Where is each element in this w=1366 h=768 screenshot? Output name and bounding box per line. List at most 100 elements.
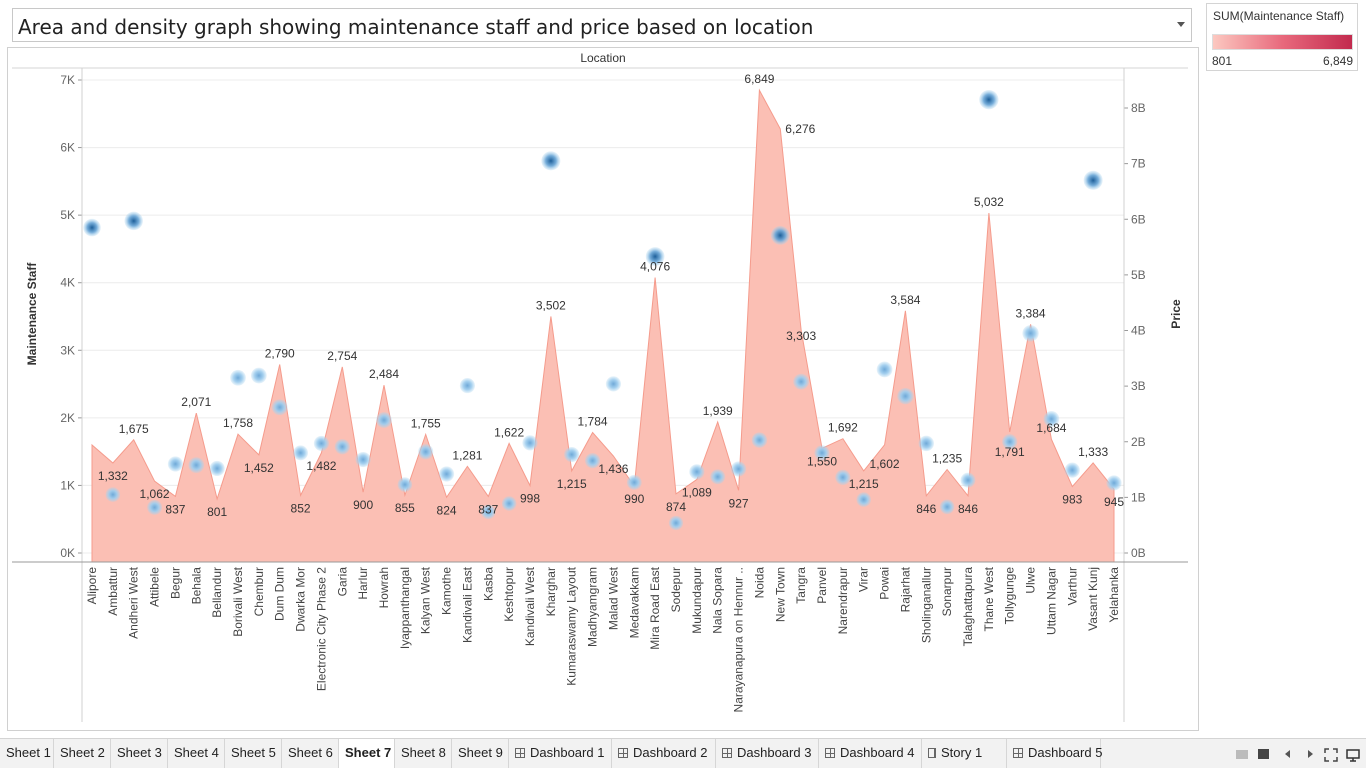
dashboard-icon: [825, 748, 835, 758]
tab-label: Sheet 8: [401, 745, 446, 760]
price-density-point: [188, 457, 205, 474]
price-density-point: [501, 496, 517, 511]
color-legend[interactable]: SUM(Maintenance Staff) 801 6,849: [1206, 3, 1358, 71]
title-dropdown-icon[interactable]: [1177, 22, 1185, 27]
area-data-label: 3,502: [536, 298, 566, 312]
title-box: Area and density graph showing maintenan…: [12, 8, 1192, 42]
price-density-point: [541, 151, 561, 171]
page-title: Area and density graph showing maintenan…: [18, 15, 814, 39]
x-axis-label: Harlur: [356, 567, 370, 600]
price-density-point: [897, 387, 914, 405]
grid-view-icon[interactable]: [1236, 748, 1250, 762]
left-tick-label: 1K: [60, 478, 75, 492]
tab-label: Dashboard 5: [1028, 745, 1103, 760]
right-tick-label: 5B: [1131, 268, 1146, 282]
x-axis-label: Alipore: [85, 567, 99, 605]
area-data-label: 1,436: [598, 462, 628, 476]
tab-story-1[interactable]: Story 1: [922, 739, 1007, 768]
x-axis-label: Chembur: [252, 567, 266, 616]
x-axis-label: Iyappanthangal: [398, 567, 412, 649]
x-axis-label: Behala: [189, 567, 203, 605]
area-data-label: 2,790: [265, 346, 295, 360]
x-axis-label: Thane West: [982, 566, 996, 631]
left-tick-label: 7K: [60, 73, 75, 87]
area-data-label: 1,452: [244, 461, 274, 475]
tab-label: Sheet 6: [288, 745, 333, 760]
x-axis-label: Kandivali East: [460, 566, 474, 643]
price-density-point: [1002, 434, 1018, 450]
dashboard-icon: [1013, 748, 1023, 758]
area-data-label: 1,602: [870, 457, 900, 471]
x-axis-label: Yelahanka: [1107, 567, 1121, 623]
price-density-point: [438, 466, 455, 482]
tab-sheet-3[interactable]: Sheet 3: [111, 739, 168, 768]
legend-max-label: 6,849: [1322, 54, 1353, 68]
filmstrip-view-icon[interactable]: [1258, 748, 1272, 762]
price-density-point: [1043, 411, 1060, 427]
price-density-point: [876, 361, 893, 378]
tab-label: Sheet 9: [458, 745, 503, 760]
sheet-tab-bar: Sheet 1 Sheet 2 Sheet 3 Sheet 4 Sheet 5 Sheet…: [0, 738, 1366, 768]
area-data-label: 1,550: [807, 454, 837, 468]
tab-sheet-8[interactable]: Sheet 8: [395, 739, 452, 768]
area-data-label: 1,281: [452, 448, 482, 462]
price-density-point: [480, 504, 496, 520]
area-data-label: 1,692: [828, 421, 858, 435]
price-density-point: [751, 432, 768, 448]
tab-label: Sheet 7: [345, 745, 392, 760]
x-axis-label: Andheri West: [127, 566, 141, 638]
price-density-point: [605, 376, 622, 392]
next-sheet-icon[interactable]: [1304, 748, 1318, 762]
x-axis-label: Borivali West: [231, 566, 245, 636]
tab-dashboard-5[interactable]: Dashboard 5: [1007, 739, 1103, 768]
tab-sheet-2[interactable]: Sheet 2: [54, 739, 111, 768]
tab-dashboard-3[interactable]: Dashboard 3: [716, 739, 819, 768]
legend-min-label: 801: [1212, 54, 1233, 68]
area-data-label: 846: [958, 502, 978, 516]
price-density-point: [960, 472, 976, 488]
x-axis-label: Dum Dum: [273, 567, 287, 621]
area-data-label: 1,089: [682, 485, 712, 499]
area-data-label: 1,332: [98, 469, 128, 483]
legend-title: SUM(Maintenance Staff): [1213, 9, 1345, 23]
area-data-label: 6,276: [785, 122, 815, 136]
tab-dashboard-4[interactable]: Dashboard 4: [819, 739, 922, 768]
price-density-point: [83, 218, 101, 237]
presentation-mode-icon[interactable]: [1346, 748, 1360, 762]
x-axis-label: Medavakkam: [627, 567, 641, 638]
x-axis-label: Ulwe: [1024, 567, 1038, 594]
price-density-point: [1064, 462, 1080, 478]
x-axis-label: Ambattur: [106, 567, 120, 616]
x-axis-label: Begur: [168, 567, 182, 599]
area-data-label: 945: [1104, 495, 1124, 509]
right-tick-label: 1B: [1131, 490, 1146, 504]
price-density-point: [522, 435, 538, 451]
x-axis-label: Sholinganallur: [919, 567, 933, 643]
price-density-point: [250, 367, 267, 384]
left-tick-label: 5K: [60, 208, 75, 222]
x-axis-label: Uttam Nagar: [1044, 567, 1058, 635]
tab-dashboard-2[interactable]: Dashboard 2: [612, 739, 716, 768]
tab-sheet-9[interactable]: Sheet 9: [452, 739, 509, 768]
area-data-label: 3,303: [786, 329, 816, 343]
area-data-label: 983: [1062, 493, 1082, 507]
area-data-label: 801: [207, 505, 227, 519]
left-tick-label: 2K: [60, 411, 75, 425]
price-density-point: [710, 469, 726, 485]
dashboard-icon: [618, 748, 628, 758]
tab-label: Dashboard 1: [530, 745, 605, 760]
price-density-point: [584, 453, 601, 469]
previous-sheet-icon[interactable]: [1282, 748, 1296, 762]
y-axis-title-right: Price: [1169, 299, 1183, 329]
tab-sheet-7[interactable]: Sheet 7: [339, 739, 395, 768]
fullscreen-icon[interactable]: [1324, 748, 1338, 762]
x-axis-label: Kalyan West: [419, 566, 433, 634]
price-density-point: [230, 369, 246, 386]
tab-sheet-1[interactable]: Sheet 1: [0, 739, 54, 768]
tab-dashboard-1[interactable]: Dashboard 1: [509, 739, 612, 768]
area-data-label: 1,784: [578, 414, 608, 428]
area-data-label: 1,684: [1036, 421, 1066, 435]
tab-sheet-6[interactable]: Sheet 6: [282, 739, 339, 768]
tab-sheet-4[interactable]: Sheet 4: [168, 739, 225, 768]
tab-sheet-5[interactable]: Sheet 5: [225, 739, 282, 768]
